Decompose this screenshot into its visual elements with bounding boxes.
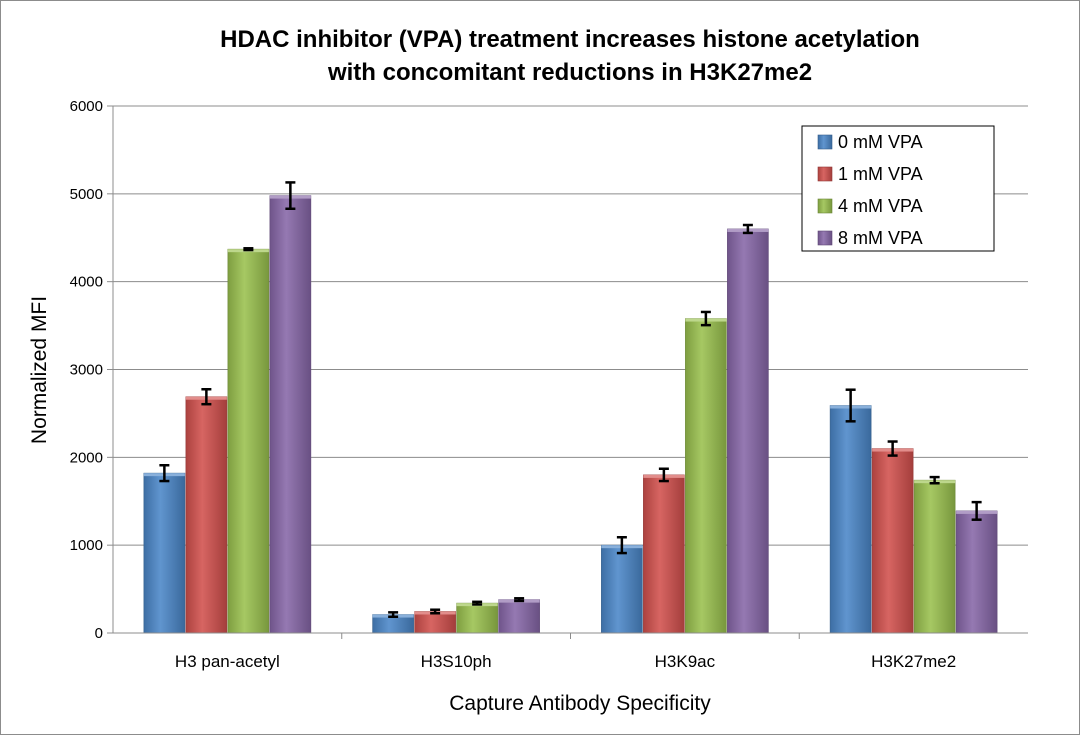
bar-1-1 [414,611,456,634]
chart-title: HDAC inhibitor (VPA) treatment increases… [220,26,920,53]
x-axis-title: Capture Antibody Specificity [449,692,711,715]
y-tick-labels: 0 1000 2000 3000 4000 5000 6000 [70,98,103,642]
y-tick-label: 0 [95,625,103,642]
legend-swatch [817,230,833,246]
x-tick-label: H3K27me2 [871,652,956,671]
error-bar [742,223,753,235]
y-tick-label: 2000 [70,449,103,466]
y-tick-label: 4000 [70,274,103,291]
legend-item: 1 mM VPA [817,164,923,184]
x-tick-label: H3K9ac [655,652,716,671]
bar-2-0 [227,248,270,634]
bar-0-3 [829,405,872,634]
legend-item: 8 mM VPA [817,228,923,248]
bar-3-2 [727,228,769,634]
bar-1-0 [185,396,228,634]
legend: 0 mM VPA 1 mM VPA 4 mM VPA 8 mM VPA [801,125,995,252]
error-bar [971,500,982,521]
bar-3-1 [498,599,540,634]
legend-item: 0 mM VPA [817,132,923,152]
legend-label: 8 mM VPA [838,228,923,248]
bar-2-2 [685,318,727,634]
error-bar [845,388,856,423]
x-tick-label: H3 pan-acetyl [175,652,280,671]
bar-1-3 [871,448,914,634]
y-axis-title: Normalized MFI [28,296,51,444]
error-bars [159,181,982,619]
bar-0-0 [143,472,186,634]
error-bar [285,181,296,211]
chart-subtitle: with concomitant reductions in H3K27me2 [327,59,812,86]
error-bar [159,463,170,483]
bar-2-1 [456,602,498,634]
error-bar [243,247,254,252]
legend-swatch [817,166,833,182]
error-bar [658,467,669,483]
error-bar [929,475,940,485]
axes [107,105,1028,639]
y-tick-label: 1000 [70,537,103,554]
legend-label: 1 mM VPA [838,164,923,184]
error-bar [430,608,441,615]
legend-swatch [817,198,833,214]
bar-3-3 [955,510,998,634]
legend-box [801,125,995,252]
legend-label: 0 mM VPA [838,132,923,152]
bar-0-2 [601,544,643,634]
legend-swatch [817,134,833,150]
bar-1-2 [643,474,685,634]
y-tick-label: 6000 [70,98,103,115]
x-tick-label: H3S10ph [421,652,492,671]
y-tick-label: 5000 [70,186,103,203]
legend-label: 4 mM VPA [838,196,923,216]
x-tick-labels: H3 pan-acetyl H3S10ph H3K9ac H3K27me2 [175,652,956,671]
bars [143,195,998,634]
legend-item: 4 mM VPA [817,196,923,216]
error-bar [201,388,212,406]
error-bar [472,600,483,606]
y-tick-label: 3000 [70,362,103,379]
error-bar [514,597,525,603]
error-bar [887,440,898,457]
error-bar [700,310,711,327]
bar-2-3 [913,479,956,634]
error-bar [388,611,399,619]
bar-3-0 [269,195,312,634]
error-bar [616,536,627,555]
